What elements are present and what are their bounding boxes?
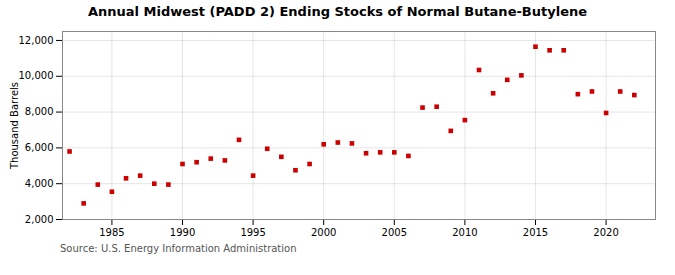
- svg-text:2015: 2015: [523, 227, 548, 238]
- svg-text:1990: 1990: [170, 227, 195, 238]
- html-text:Source: U.S. Energy Informatio: Source: U.S. Energy Information Administ…: [60, 243, 297, 254]
- svg-text:1995: 1995: [240, 227, 265, 238]
- svg-text:1985: 1985: [99, 227, 124, 238]
- svg-text:6,000: 6,000: [25, 142, 54, 153]
- svg-text:8,000: 8,000: [25, 106, 54, 117]
- svg-text:2000: 2000: [311, 227, 336, 238]
- svg-text:2005: 2005: [382, 227, 407, 238]
- svg-text:4,000: 4,000: [25, 178, 54, 189]
- html-text:Annual Midwest (PADD 2) Ending: Annual Midwest (PADD 2) Ending Stocks of…: [87, 4, 587, 19]
- svg-text:12,000: 12,000: [19, 35, 54, 46]
- svg-text:2010: 2010: [452, 227, 477, 238]
- svg-text:2020: 2020: [593, 227, 618, 238]
- svg-text:2,000: 2,000: [25, 214, 54, 225]
- svg-text:10,000: 10,000: [19, 70, 54, 81]
- svg-text:Thousand Barrels: Thousand Barrels: [9, 82, 20, 170]
